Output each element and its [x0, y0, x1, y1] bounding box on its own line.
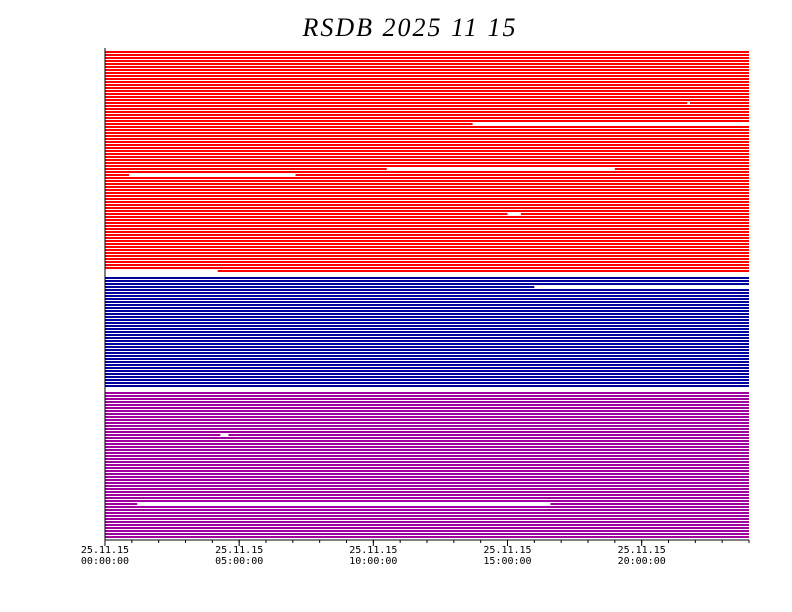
x-tick-label: 25.11.15 [81, 545, 129, 556]
x-tick-label: 00:00:00 [81, 556, 129, 567]
x-tick-label: 20:00:00 [618, 556, 666, 567]
chart-title: RSDB 2025 11 15 [301, 13, 517, 42]
x-tick-label: 25.11.15 [349, 545, 397, 556]
x-tick-label: 05:00:00 [215, 556, 263, 567]
x-tick-label: 25.11.15 [215, 545, 263, 556]
x-tick-label: 15:00:00 [483, 556, 531, 567]
x-tick-label: 25.11.15 [483, 545, 531, 556]
x-tick-label: 10:00:00 [349, 556, 397, 567]
x-tick-label: 25.11.15 [618, 545, 666, 556]
